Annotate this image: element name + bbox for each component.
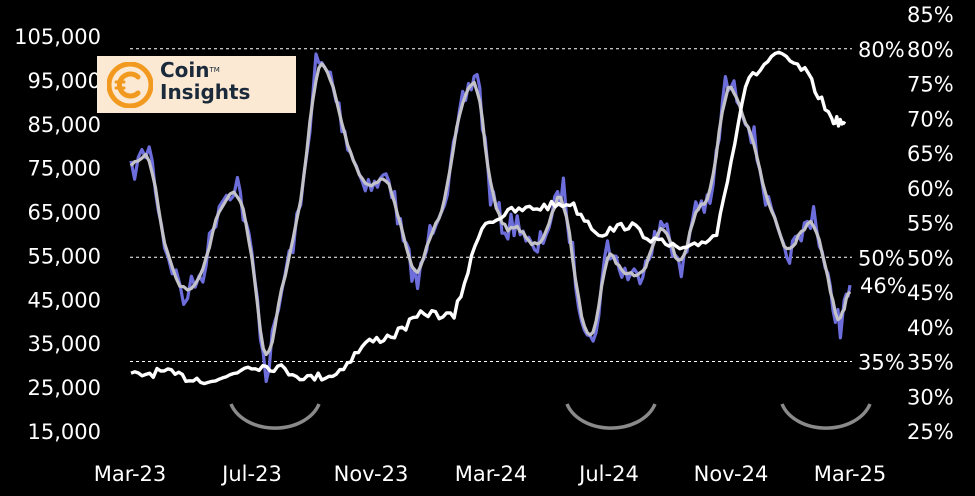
x-tick-label: Mar-23 (94, 462, 167, 486)
y-left-tick-label: 25,000 (28, 376, 101, 400)
y-right-tick-label: 80% (907, 38, 954, 62)
y-right-tick-label: 25% (907, 420, 954, 444)
y-left-tick-label: 55,000 (28, 244, 101, 268)
y-right-tick-label: 50% (907, 246, 954, 270)
cycle-low-arc (229, 403, 321, 430)
y-left-tick-label: 75,000 (28, 157, 101, 181)
axis-ticks: 105,000 95,000 85,000 75,000 65,000 55,000 45,… (14, 3, 954, 486)
y-left-tick-label: 65,000 (28, 201, 101, 225)
y-right-tick-label: 55% (907, 212, 954, 236)
y-left-tick-label: 95,000 (28, 69, 101, 93)
y-right-tick-label: 75% (907, 73, 954, 97)
cycle-low-arc (565, 403, 657, 430)
logo-wordmark-line1: CoinTM (160, 58, 220, 82)
cycle-low-arc (780, 403, 872, 430)
y-right-tick-label: 45% (907, 281, 954, 305)
percentage-smoothed-line (129, 62, 852, 357)
cycle-low-arcs (229, 403, 872, 430)
y-right-tick-label: 60% (907, 177, 954, 201)
x-tick-label: Nov-23 (334, 462, 409, 486)
x-tick-label: Mar-24 (455, 462, 528, 486)
x-tick-label: Jul-24 (577, 462, 639, 486)
reference-label-50: 50% (858, 246, 905, 270)
y-right-tick-label: 85% (907, 3, 954, 27)
y-right-tick-label: 30% (907, 385, 954, 409)
logo: CoinTM Insights (97, 56, 296, 113)
y-left-tick-label: 45,000 (28, 288, 101, 312)
y-left-tick-label: 35,000 (28, 332, 101, 356)
y-right-tick-label: 35% (907, 351, 954, 375)
coin-insights-logo-icon (107, 62, 153, 108)
y-right-tick-label: 65% (907, 142, 954, 166)
reference-lines: 80% 50% 35% 46% (130, 38, 907, 375)
x-tick-label: Jul-23 (220, 462, 282, 486)
x-tick-label: Mar-25 (814, 462, 887, 486)
x-tick-label: Nov-24 (694, 462, 769, 486)
logo-wordmark-line2: Insights (160, 80, 251, 104)
y-left-tick-label: 15,000 (28, 420, 101, 444)
y-left-tick-label: 85,000 (28, 113, 101, 137)
reference-label-80: 80% (858, 38, 905, 62)
y-right-tick-label: 40% (907, 316, 954, 340)
reference-label-35: 35% (858, 351, 905, 375)
y-left-tick-label: 105,000 (14, 25, 101, 49)
y-right-tick-label: 70% (907, 107, 954, 131)
price-series-line (130, 50, 847, 386)
end-annotation-label: 46% (860, 274, 907, 298)
